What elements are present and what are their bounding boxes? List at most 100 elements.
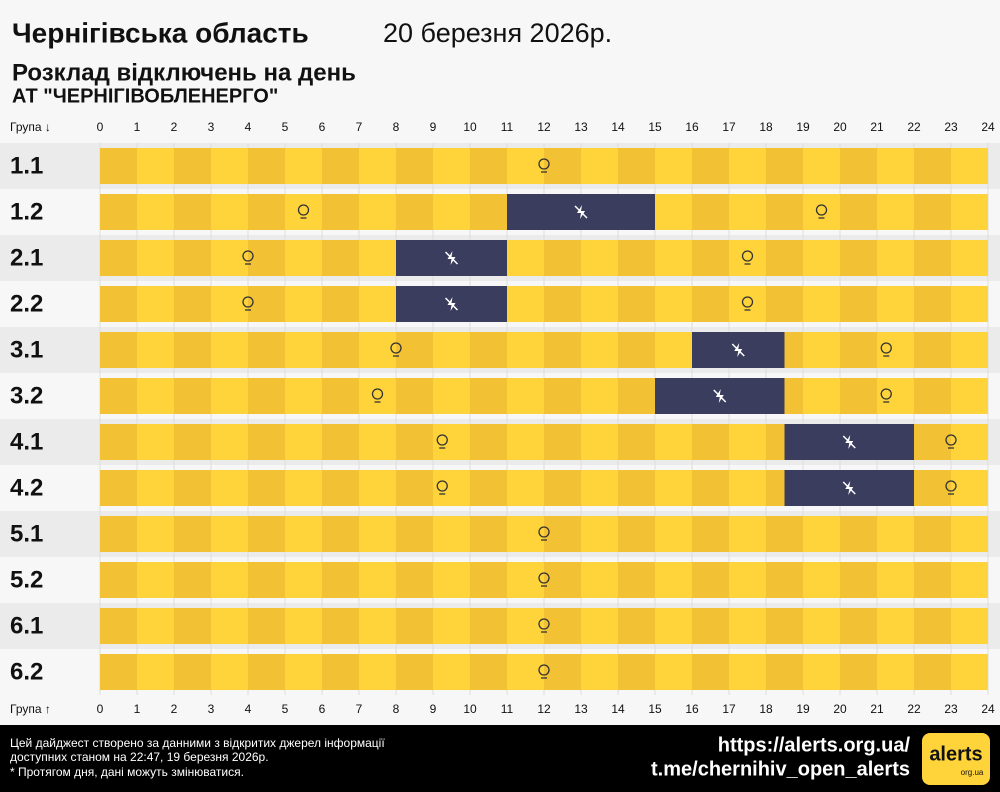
- on-stripe: [544, 516, 581, 552]
- on-stripe: [470, 516, 507, 552]
- on-stripe: [137, 332, 174, 368]
- on-stripe: [470, 424, 507, 460]
- on-stripe: [137, 424, 174, 460]
- on-stripe: [470, 654, 507, 690]
- x-tick-label: 22: [907, 702, 921, 716]
- x-tick-label: 9: [430, 702, 437, 716]
- group-label: 1.1: [10, 152, 43, 179]
- on-stripe: [174, 240, 211, 276]
- on-stripe: [581, 608, 618, 644]
- on-stripe: [951, 562, 988, 598]
- bulb-icon: [741, 250, 754, 262]
- x-tick-label: 0: [97, 702, 104, 716]
- on-stripe: [211, 194, 248, 230]
- on-stripe: [174, 194, 211, 230]
- on-stripe: [433, 194, 470, 230]
- on-stripe: [951, 148, 988, 184]
- x-tick-label: 24: [981, 702, 995, 716]
- on-stripe: [396, 424, 433, 460]
- on-stripe: [581, 332, 618, 368]
- on-stripe: [174, 286, 211, 322]
- on-stripe: [359, 654, 396, 690]
- on-stripe: [396, 562, 433, 598]
- on-stripe: [729, 194, 766, 230]
- off-icon: [842, 481, 856, 495]
- on-stripe: [877, 608, 914, 644]
- x-tick-label: 8: [393, 120, 400, 134]
- x-tick-label: 1: [134, 702, 141, 716]
- on-stripe: [914, 148, 951, 184]
- on-stripe: [396, 516, 433, 552]
- on-stripe: [951, 516, 988, 552]
- on-stripe: [692, 654, 729, 690]
- site-link[interactable]: https://alerts.org.ua/: [718, 734, 911, 756]
- on-stripe: [914, 516, 951, 552]
- x-tick-label: 12: [537, 702, 551, 716]
- group-label: 3.2: [10, 382, 43, 409]
- on-stripe: [359, 240, 396, 276]
- bulb-icon: [538, 158, 550, 170]
- on-stripe: [914, 378, 951, 414]
- x-tick-label: 13: [574, 120, 588, 134]
- on-stripe: [100, 470, 137, 506]
- on-stripe: [137, 286, 174, 322]
- on-stripe: [322, 286, 359, 322]
- on-stripe: [433, 516, 470, 552]
- on-stripe: [211, 608, 248, 644]
- on-stripe: [507, 470, 544, 506]
- on-stripe: [840, 562, 877, 598]
- bulb-icon: [815, 204, 828, 216]
- on-stripe: [655, 424, 692, 460]
- x-tick-label: 5: [282, 702, 289, 716]
- on-stripe: [766, 148, 803, 184]
- on-stripe: [211, 240, 248, 276]
- on-stripe: [507, 240, 544, 276]
- on-stripe: [359, 424, 396, 460]
- on-stripe: [359, 562, 396, 598]
- group-label: 5.2: [10, 566, 43, 593]
- bulb-icon: [436, 434, 448, 446]
- on-stripe: [174, 148, 211, 184]
- on-stripe: [322, 424, 359, 460]
- group-label: 6.1: [10, 612, 43, 639]
- on-stripe: [100, 148, 137, 184]
- on-stripe: [285, 378, 322, 414]
- on-stripe: [803, 562, 840, 598]
- on-stripe: [914, 654, 951, 690]
- bulb-icon: [945, 434, 957, 446]
- on-stripe: [359, 286, 396, 322]
- on-stripe: [248, 562, 285, 598]
- on-stripe: [322, 194, 359, 230]
- on-stripe: [211, 424, 248, 460]
- on-stripe: [544, 562, 581, 598]
- on-stripe: [359, 148, 396, 184]
- on-stripe: [137, 194, 174, 230]
- on-stripe: [803, 194, 840, 230]
- on-stripe: [285, 148, 322, 184]
- on-stripe: [433, 608, 470, 644]
- group-label: 4.1: [10, 428, 43, 455]
- on-stripe: [211, 654, 248, 690]
- on-stripe: [137, 148, 174, 184]
- on-stripe: [433, 654, 470, 690]
- bulb-icon: [242, 296, 254, 308]
- on-stripe: [581, 424, 618, 460]
- x-tick-label: 3: [208, 120, 215, 134]
- on-stripe: [692, 424, 729, 460]
- on-stripe: [840, 286, 877, 322]
- x-tick-label: 3: [208, 702, 215, 716]
- telegram-link[interactable]: t.me/chernihiv_open_alerts: [651, 758, 910, 780]
- on-stripe: [285, 608, 322, 644]
- on-stripe: [285, 470, 322, 506]
- on-stripe: [581, 562, 618, 598]
- on-stripe: [137, 240, 174, 276]
- x-tick-label: 21: [870, 702, 884, 716]
- on-stripe: [544, 286, 581, 322]
- on-stripe: [618, 608, 655, 644]
- axis-label: Група ↓: [10, 120, 51, 134]
- on-stripe: [322, 470, 359, 506]
- on-stripe: [951, 240, 988, 276]
- on-stripe: [877, 332, 914, 368]
- on-stripe: [174, 378, 211, 414]
- footer-text: Цей дайджест створено за данними з відкр…: [10, 736, 385, 750]
